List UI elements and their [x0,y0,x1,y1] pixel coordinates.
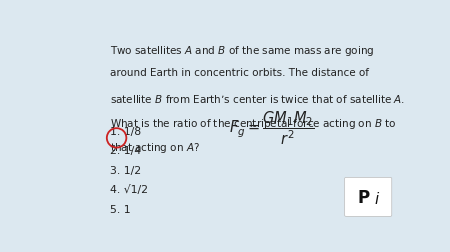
Text: $\mathit{i}$: $\mathit{i}$ [374,190,380,206]
Text: What is the ratio of the centripetal force acting on $\mathit{B}$ to: What is the ratio of the centripetal for… [110,117,397,131]
Text: 3. 1/2: 3. 1/2 [110,165,141,175]
FancyBboxPatch shape [345,178,392,216]
Text: 1. 1/8: 1. 1/8 [110,126,141,136]
Text: around Earth in concentric orbits. The distance of: around Earth in concentric orbits. The d… [110,68,369,78]
Text: that acting on $\mathit{A}$?: that acting on $\mathit{A}$? [110,141,200,155]
Text: $\mathbf{P}$: $\mathbf{P}$ [357,188,371,206]
Text: Two satellites $\mathit{A}$ and $\mathit{B}$ of the same mass are going: Two satellites $\mathit{A}$ and $\mathit… [110,44,375,58]
Text: satellite $\mathit{B}$ from Earth’s center is twice that of satellite $\mathit{A: satellite $\mathit{B}$ from Earth’s cent… [110,92,405,104]
Text: 4. √1/2: 4. √1/2 [110,184,148,195]
Text: 5. 1: 5. 1 [110,204,131,214]
Text: $F_g = \dfrac{GM_1M_2}{r^2}$: $F_g = \dfrac{GM_1M_2}{r^2}$ [229,108,315,146]
Text: 2. 1/4: 2. 1/4 [110,146,141,156]
